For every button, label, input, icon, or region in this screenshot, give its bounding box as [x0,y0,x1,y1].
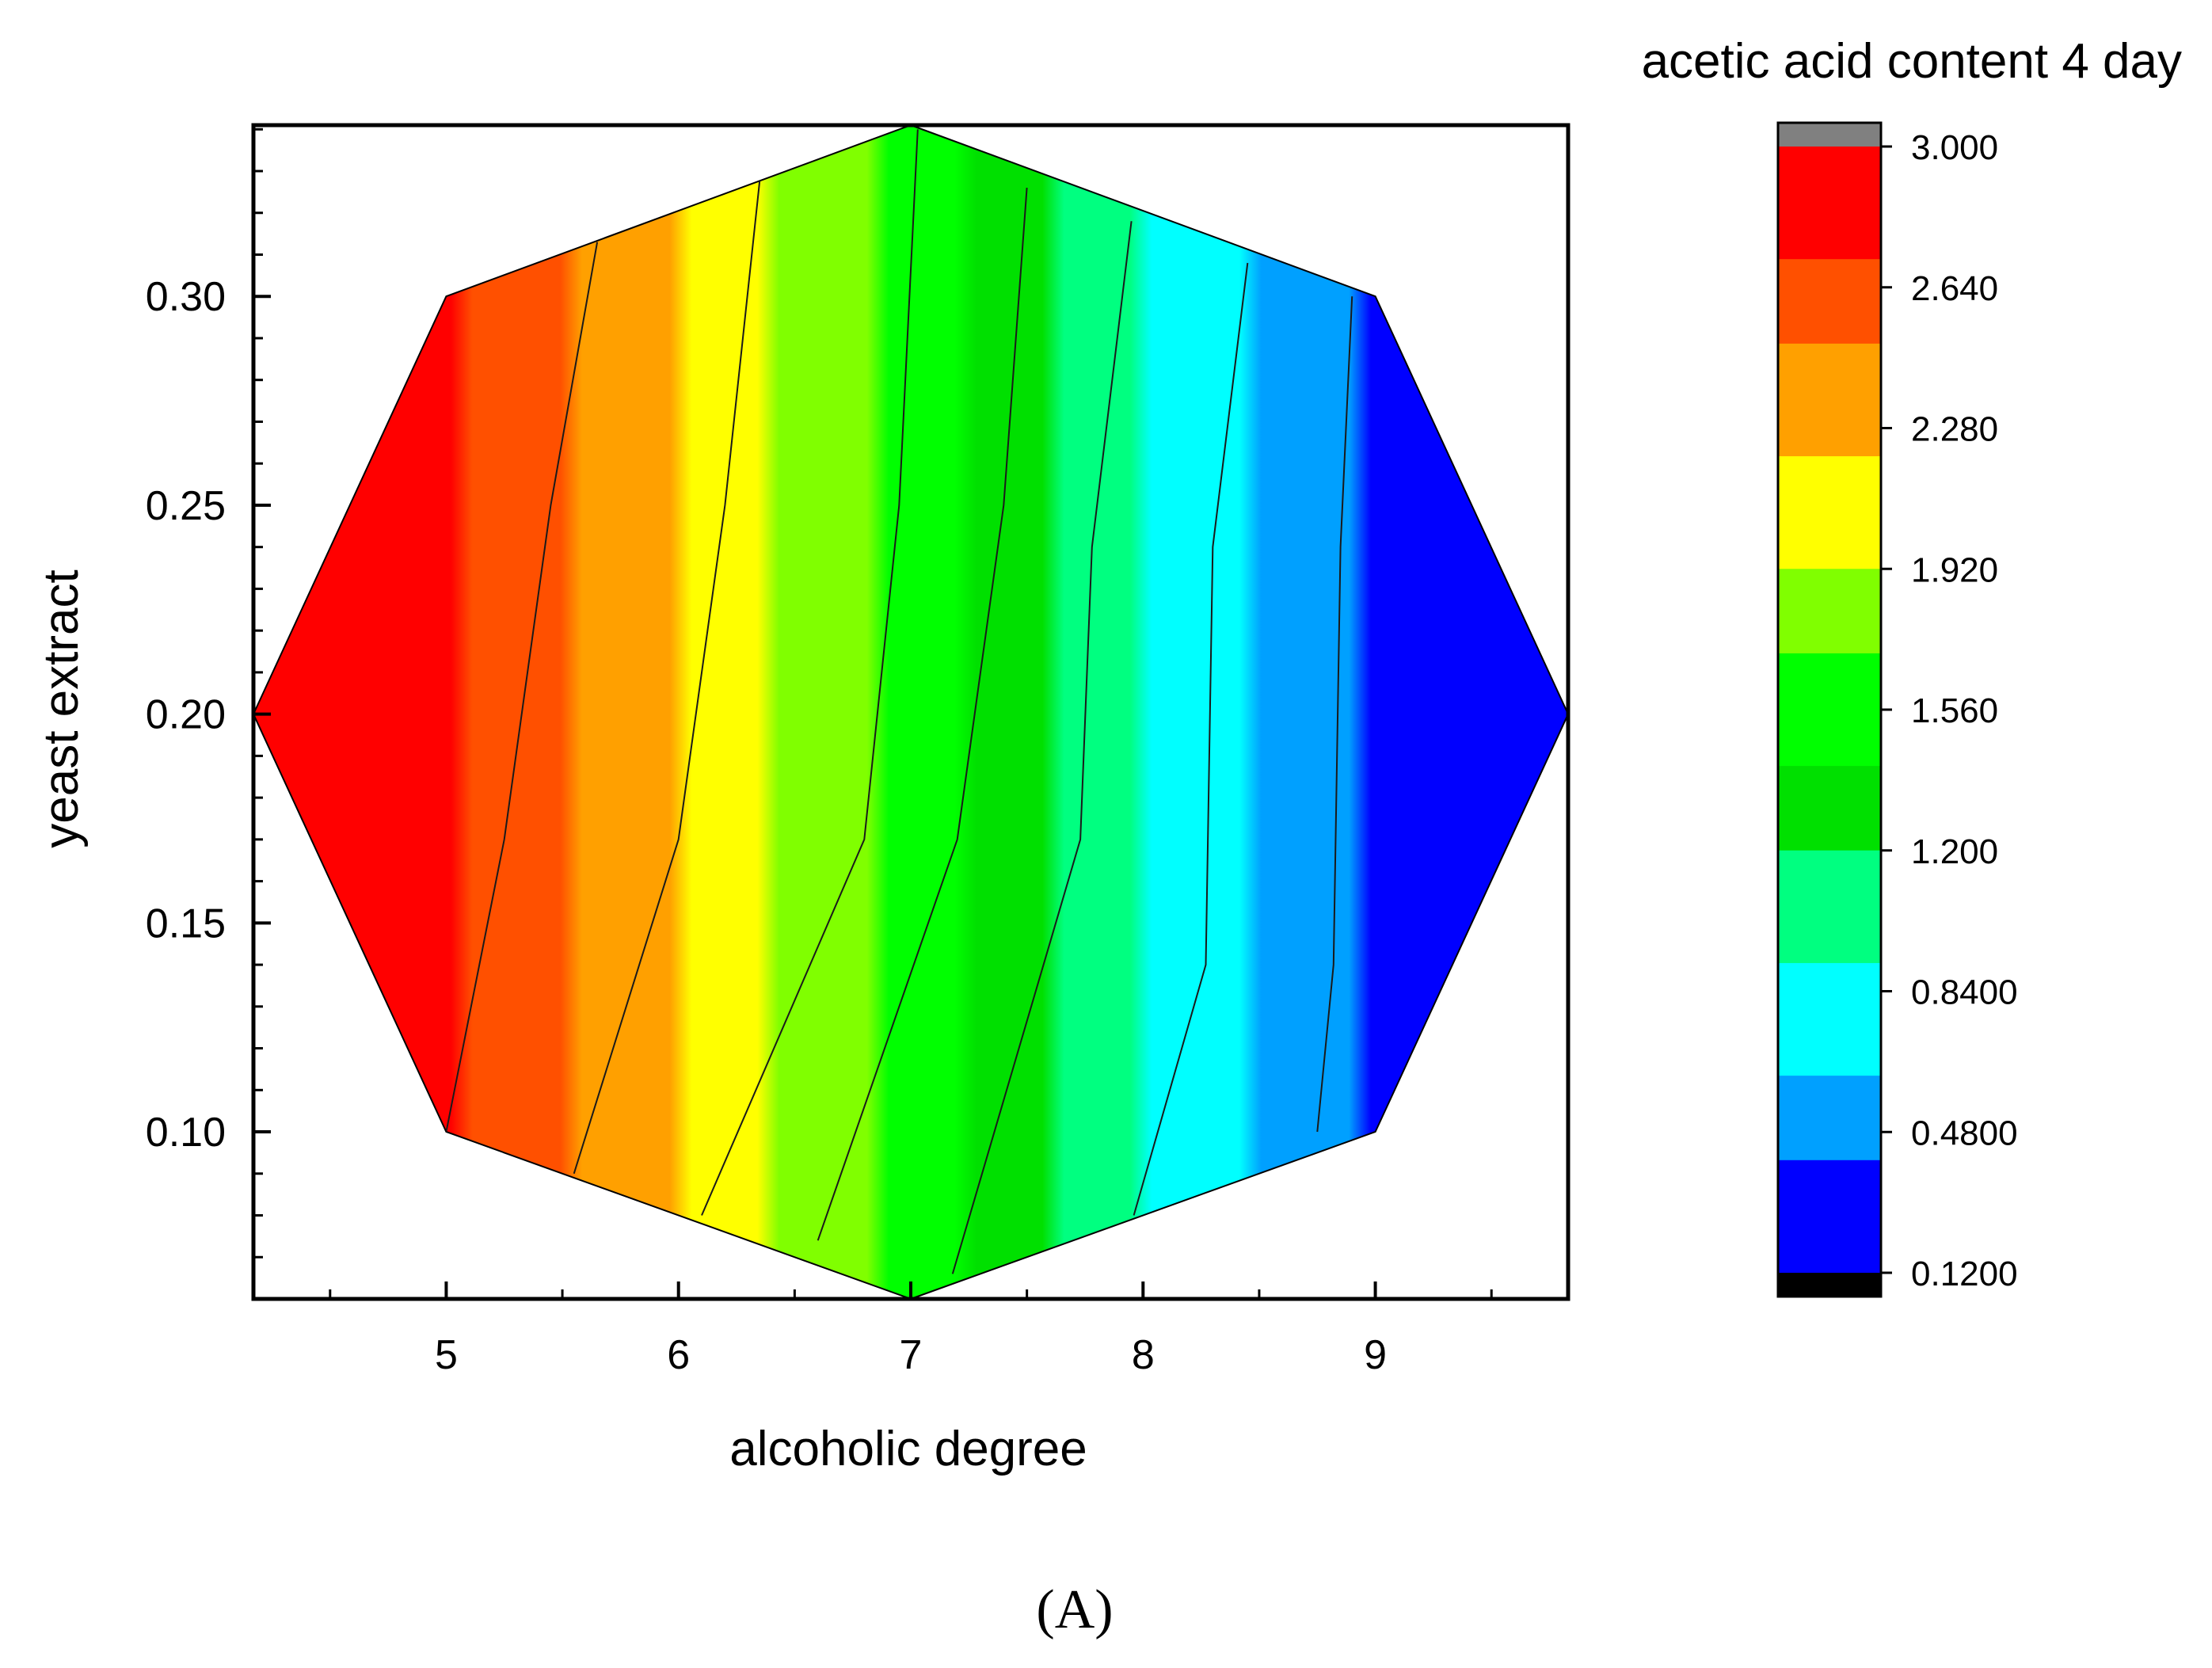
colorbar-band [1778,794,1881,823]
colorbar-band [1778,259,1881,288]
x-tick-label: 6 [667,1332,690,1378]
colorbar-band [1778,343,1881,373]
colorbar-band [1778,625,1881,654]
y-axis-ticks: 0.10 0.15 0.20 0.25 0.30 [146,128,271,1259]
colorbar-tick-label: 0.1200 [1911,1255,2018,1293]
colorbar-band [1778,906,1881,936]
colorbar-band [1778,710,1881,739]
colorbar-band [1778,822,1881,851]
colorbar-tick-label: 1.560 [1911,691,1998,730]
colorbar-band [1778,737,1881,767]
colorbar-band [1778,456,1881,486]
colorbar-tick-label: 0.8400 [1911,973,2018,1012]
colorbar-over [1778,123,1881,147]
colorbar-band [1778,1132,1881,1161]
colorbar-tick-label: 2.640 [1911,269,1998,308]
colorbar-band [1778,653,1881,683]
colorbar-band [1778,428,1881,457]
colorbar-band [1778,1160,1881,1190]
contour-line-7 [1316,296,1353,1133]
y-tick-label: 0.25 [146,483,226,529]
x-tick-label: 8 [1132,1332,1155,1378]
colorbar-tick-label: 3.000 [1911,128,1998,167]
colorbar-tick-label: 1.200 [1911,832,1998,871]
y-tick-label: 0.20 [146,692,226,738]
contour-lines [445,129,1353,1274]
y-tick-label: 0.30 [146,274,226,320]
contour-line-4 [817,188,1028,1241]
colorbar-tick-label: 1.920 [1911,550,1998,589]
x-tick-label: 7 [900,1332,923,1378]
colorbar-band [1778,991,1881,1020]
colorbar-tick-label: 0.4800 [1911,1114,2018,1152]
colorbar-band [1778,1019,1881,1049]
colorbar-band [1778,540,1881,570]
x-axis-title: alcoholic degree [729,1422,1087,1476]
colorbar-band [1778,1103,1881,1133]
colorbar-band [1778,1047,1881,1076]
contour-fill-rect [253,125,1568,1299]
colorbar-band [1778,878,1881,908]
colorbar-band [1778,1076,1881,1105]
colorbar-title: acetic acid content 4 day [1642,34,2182,89]
colorbar-tick-label: 2.280 [1911,410,1998,449]
colorbar-band [1778,203,1881,232]
contour-line-6 [1133,262,1249,1216]
colorbar-band [1778,850,1881,880]
colorbar-band [1778,1244,1881,1274]
colorbar-band [1778,962,1881,992]
colorbar-band [1778,230,1881,260]
colorbar-band [1778,371,1881,401]
contour-line-5 [951,221,1133,1274]
y-tick-label: 0.10 [146,1110,226,1156]
colorbar-band [1778,1216,1881,1246]
colorbar-band [1778,596,1881,626]
colorbar-under [1778,1273,1881,1297]
x-tick-label: 5 [435,1332,458,1378]
panel-label: (A) [1036,1579,1113,1640]
y-tick-label: 0.15 [146,901,226,946]
contour-line-1 [445,242,599,1133]
colorbar-band [1778,935,1881,964]
colorbar-band [1778,147,1881,176]
y-axis-title: yeast extract [34,569,89,847]
colorbar-band [1778,287,1881,317]
x-axis-ticks: 5 6 7 8 9 [329,1281,1493,1378]
colorbar-band [1778,512,1881,542]
colorbar-band [1778,569,1881,598]
colorbar-band [1778,484,1881,513]
contour-line-3 [701,129,919,1216]
colorbar-band [1778,315,1881,345]
colorbar-band [1778,1188,1881,1217]
x-tick-label: 9 [1364,1332,1387,1378]
contour-fill [252,124,1570,1301]
contour-line-2 [573,179,761,1175]
colorbar-band [1778,399,1881,429]
colorbar: 3.000 2.640 2.280 1.920 1.560 1.200 0.8400 0.48… [1776,121,2018,1298]
colorbar-band [1778,766,1881,795]
colorbar-band [1778,174,1881,204]
colorbar-band [1778,681,1881,710]
